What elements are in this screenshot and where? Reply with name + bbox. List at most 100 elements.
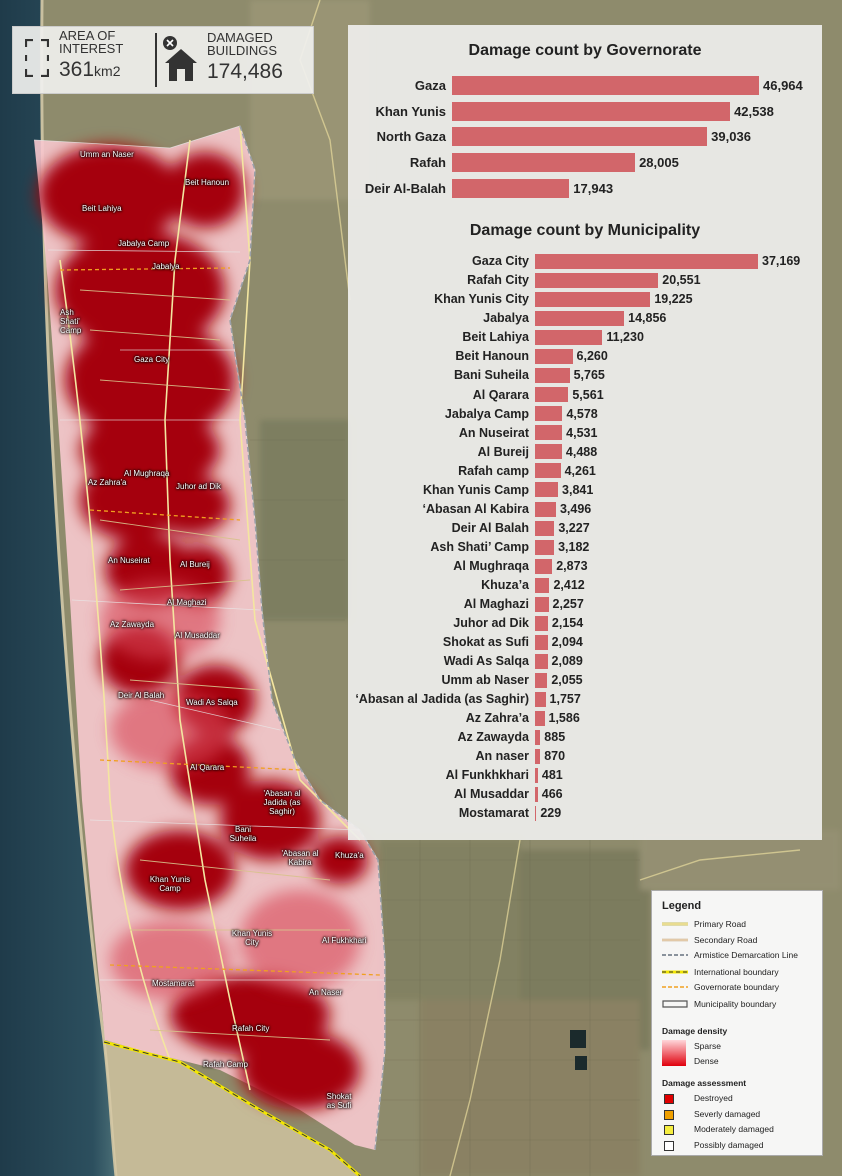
density-sparse-label: Sparse — [694, 1041, 721, 1051]
municipality-bar-juhor-ad-dik[interactable] — [535, 615, 548, 631]
municipality-bar-al-musaddar[interactable] — [535, 787, 538, 803]
municipality-value-al-qarara: 5,561 — [572, 387, 604, 402]
municipality-label-wadi-as-salqa: Wadi As Salqa — [443, 654, 529, 669]
municipality-bar-al-maghazi[interactable] — [535, 596, 549, 612]
governorate-label-rafah: Rafah — [409, 155, 446, 171]
legend-primary-road-label: Primary Road — [694, 919, 746, 929]
map-label-jabalya: Jabalya — [152, 262, 180, 271]
map-label-khan-yunis-city: Khan Yunis City — [231, 929, 273, 947]
map-label-gaza-city: Gaza City — [134, 355, 170, 364]
municipality-bar-umm-ab-naser[interactable] — [535, 672, 548, 688]
municipality-boundary-symbol — [662, 1000, 688, 1008]
municipality-value-al-bureij: 4,488 — [565, 444, 598, 459]
municipality-value-al-musaddar: 466 — [541, 787, 563, 802]
legend-title: Legend — [662, 900, 702, 912]
municipality-row-mostamarat: Mostamarat 229 — [348, 806, 822, 822]
municipality-value-al-maghazi: 2,257 — [552, 596, 584, 611]
municipality-value-umm-ab-naser: 2,055 — [551, 673, 583, 688]
municipality-row-khuza-a: Khuza’a 2,412 — [348, 577, 822, 593]
municipality-bar-abasan-al-kabira[interactable] — [535, 501, 556, 517]
municipality-bar-al-qarara[interactable] — [535, 387, 569, 403]
governorate-bar-rafah[interactable] — [452, 153, 636, 173]
municipality-bar-rafah-camp[interactable] — [535, 463, 561, 479]
municipality-label-mostamarat: Mostamarat — [458, 806, 529, 821]
municipality-bar-rafah-city[interactable] — [535, 273, 659, 289]
municipality-bar-deir-al-balah[interactable] — [535, 520, 555, 536]
map-label-rafah-city: Rafah City — [232, 1024, 270, 1033]
international-boundary-symbol — [662, 970, 688, 974]
municipality-row-beit-lahiya: Beit Lahiya 11,230 — [348, 330, 822, 346]
municipality-label-al-maghazi: Al Maghazi — [463, 596, 529, 611]
map-label-an-naser: An Naser — [309, 988, 343, 997]
map-label-az-zahraa: Az Zahra'a — [88, 478, 127, 487]
governorate-value-gaza: 46,964 — [763, 78, 803, 93]
municipality-row-juhor-ad-dik: Juhor ad Dik 2,154 — [348, 615, 822, 631]
municipality-label-al-mughraqa: Al Mughraqa — [453, 558, 529, 573]
municipality-bar-mostamarat[interactable] — [535, 806, 537, 822]
municipality-bar-jabalya-camp[interactable] — [535, 406, 563, 422]
governorate-label-khan-yunis: Khan Yunis — [375, 103, 446, 119]
municipality-label-jabalya: Jabalya — [483, 311, 529, 326]
municipality-bar-bani-suheila[interactable] — [535, 368, 570, 384]
municipality-bar-beit-hanoun[interactable] — [535, 349, 573, 365]
charts-panel: Damage count by Governorate Gaza 46,964 Kh… — [348, 25, 822, 840]
municipality-bar-al-mughraqa[interactable] — [535, 558, 553, 574]
municipality-value-khan-yunis-camp: 3,841 — [562, 482, 594, 497]
map-label-mostamarat: Mostamarat — [152, 979, 195, 988]
municipality-row-jabalya: Jabalya 14,856 — [348, 311, 822, 327]
municipality-row-al-qarara: Al Qarara 5,561 — [348, 387, 822, 403]
municipality-value-ash-shati-camp: 3,182 — [558, 539, 590, 554]
municipality-bar-gaza-city[interactable] — [535, 254, 758, 269]
map-label-wadi-as-salqa: Wadi As Salqa — [186, 698, 238, 707]
assessment-label-severly-damaged: Severly damaged — [694, 1108, 761, 1119]
governorate-value-khan-yunis: 42,538 — [734, 103, 774, 119]
legend-panel: Legend Primary Road Secondary Road Armis… — [651, 890, 823, 1156]
municipality-bar-al-bureij[interactable] — [535, 444, 562, 460]
municipality-value-wadi-as-salqa: 2,089 — [551, 654, 583, 669]
governorate-bar-khan-yunis[interactable] — [452, 101, 731, 121]
governorate-bar-north-gaza[interactable] — [452, 127, 708, 147]
municipality-bar-shokat-as-sufi[interactable] — [535, 634, 548, 650]
map-label-beit-hanoun: Beit Hanoun — [185, 178, 230, 187]
municipality-value-gaza-city: 37,169 — [762, 254, 801, 269]
municipality-value-az-zawayda: 885 — [544, 730, 566, 745]
area-frame-icon — [25, 39, 49, 77]
governorate-bar-deir-al-balah[interactable] — [452, 178, 570, 198]
municipality-value-al-funkhkhari: 481 — [541, 768, 563, 783]
municipality-bar-beit-lahiya[interactable] — [535, 330, 603, 346]
municipality-bar-abasan-al-jadida-as-saghir[interactable] — [535, 691, 546, 707]
municipality-bar-khuza-a[interactable] — [535, 577, 550, 593]
assessment-swatch-severly-damaged — [664, 1109, 674, 1120]
municipality-value-abasan-al-kabira: 3,496 — [559, 501, 592, 516]
municipality-row-al-mughraqa: Al Mughraqa 2,873 — [348, 558, 822, 574]
municipality-bar-khan-yunis-camp[interactable] — [535, 482, 559, 498]
municipality-row-jabalya-camp: Jabalya Camp 4,578 — [348, 406, 822, 422]
municipality-value-an-naser: 870 — [544, 749, 566, 764]
municipality-bar-ash-shati-camp[interactable] — [535, 539, 555, 555]
municipality-label-abasan-al-kabira: ‘Abasan Al Kabira — [422, 501, 529, 516]
governorate-label-gaza: Gaza — [414, 78, 446, 93]
municipality-bar-an-nuseirat[interactable] — [535, 425, 563, 441]
municipality-label-an-naser: An naser — [475, 749, 530, 764]
municipality-bar-az-zahra-a[interactable] — [535, 710, 545, 726]
municipality-label-ash-shati-camp: Ash Shati’ Camp — [430, 539, 529, 554]
municipality-row-an-naser: An naser 870 — [348, 749, 822, 765]
municipality-row-shokat-as-sufi: Shokat as Sufi 2,094 — [348, 634, 822, 650]
municipality-row-khan-yunis-city: Khan Yunis City 19,225 — [348, 292, 822, 308]
municipality-row-rafah-city: Rafah City 20,551 — [348, 273, 822, 289]
municipality-bar-al-funkhkhari[interactable] — [535, 768, 538, 784]
governorate-bar-gaza[interactable] — [452, 76, 759, 95]
municipality-value-beit-lahiya: 11,230 — [606, 330, 644, 345]
municipality-bar-an-naser[interactable] — [535, 749, 541, 765]
assessment-label-possibly-damaged: Possibly damaged — [694, 1139, 764, 1150]
secondary-road-symbol — [662, 938, 688, 942]
municipality-bar-khan-yunis-city[interactable] — [535, 292, 651, 308]
municipality-value-az-zahra-a: 1,586 — [548, 711, 580, 726]
municipality-bar-az-zawayda[interactable] — [535, 730, 541, 745]
map-label-al-maghazi: Al Maghazi — [167, 598, 207, 607]
municipality-bar-jabalya[interactable] — [535, 311, 625, 327]
municipality-label-abasan-al-jadida-as-saghir: ‘Abasan al Jadida (as Saghir) — [355, 692, 529, 707]
municipality-value-mostamarat: 229 — [540, 806, 562, 821]
municipality-bar-wadi-as-salqa[interactable] — [535, 653, 548, 669]
legend-international-boundary: International boundary — [662, 967, 820, 979]
